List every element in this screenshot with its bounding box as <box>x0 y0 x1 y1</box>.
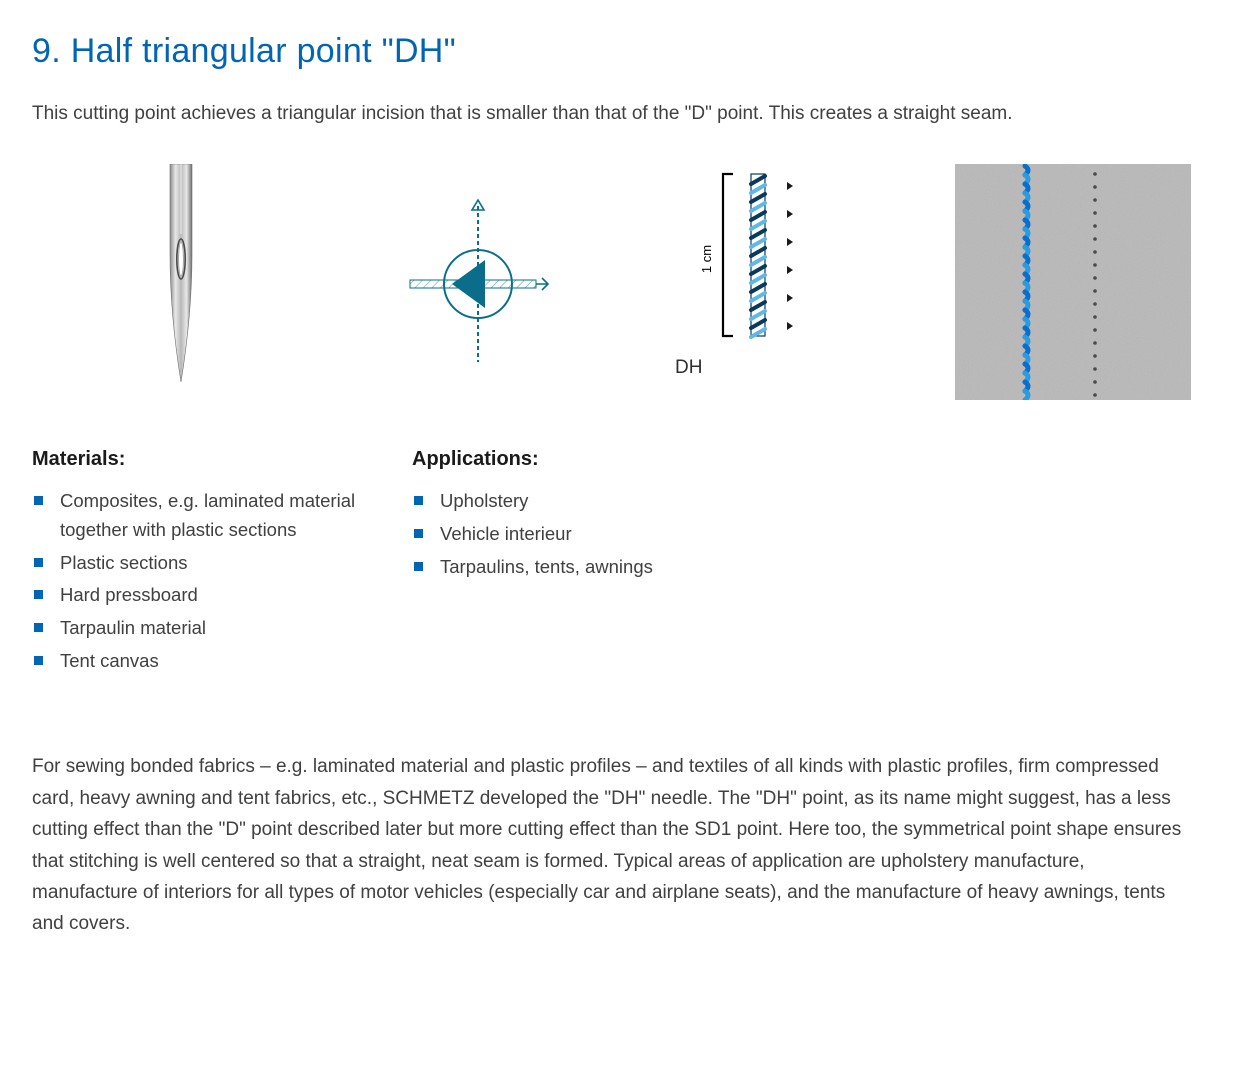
applications-column: Applications: Upholstery Vehicle interieu… <box>412 448 832 679</box>
figure-stitch-diagram: 1 cm DH <box>627 164 925 379</box>
materials-item: Composites, e.g. laminated material toge… <box>32 487 372 544</box>
figure-row: 1 cm DH <box>32 164 1222 400</box>
long-description: For sewing bonded fabrics – e.g. laminat… <box>32 751 1182 939</box>
applications-item: Vehicle interieur <box>412 520 832 549</box>
applications-heading: Applications: <box>412 448 832 471</box>
materials-item: Tent canvas <box>32 647 372 676</box>
materials-column: Materials: Composites, e.g. laminated ma… <box>32 448 372 679</box>
materials-heading: Materials: <box>32 448 372 471</box>
materials-item: Hard pressboard <box>32 581 372 610</box>
materials-item: Tarpaulin material <box>32 614 372 643</box>
lists-row: Materials: Composites, e.g. laminated ma… <box>32 448 1222 679</box>
fabric-sample-icon <box>955 164 1191 400</box>
figure-fabric-sample <box>925 164 1223 400</box>
materials-list: Composites, e.g. laminated material toge… <box>32 487 372 675</box>
applications-item: Tarpaulins, tents, awnings <box>412 553 832 582</box>
needle-icon <box>156 164 206 384</box>
figure-needle <box>32 164 330 384</box>
section-title: 9. Half triangular point "DH" <box>32 32 1222 71</box>
stitch-diagram-label: DH <box>675 357 702 379</box>
scale-label: 1 cm <box>701 245 714 273</box>
cross-section-icon <box>398 194 558 374</box>
materials-item: Plastic sections <box>32 549 372 578</box>
applications-item: Upholstery <box>412 487 832 516</box>
applications-list: Upholstery Vehicle interieur Tarpaulins, t… <box>412 487 832 581</box>
intro-paragraph: This cutting point achieves a triangular… <box>32 99 1222 128</box>
figure-cross-section <box>330 164 628 374</box>
stitch-diagram-icon: 1 cm <box>701 164 851 349</box>
